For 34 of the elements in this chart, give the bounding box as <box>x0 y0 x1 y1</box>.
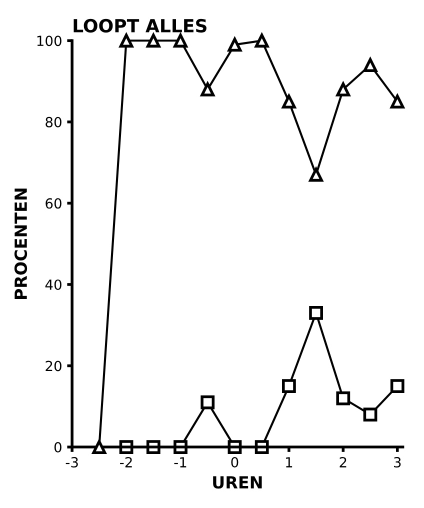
x-tick-label: 3 <box>394 457 401 468</box>
point <box>119 34 134 48</box>
point <box>200 395 215 410</box>
x-tick-label: 1 <box>286 457 292 468</box>
point <box>92 440 106 454</box>
point <box>174 34 188 48</box>
x-tick-label: -2 <box>120 457 132 468</box>
x-tick-label: 0 <box>231 457 238 468</box>
y-tick-label: 20 <box>46 360 62 372</box>
y-tick-label: 60 <box>46 198 62 209</box>
point <box>336 82 350 96</box>
y-tick-label: 40 <box>45 279 62 290</box>
point <box>282 379 296 394</box>
x-axis-title: UREN <box>213 476 262 489</box>
point <box>146 34 160 48</box>
point <box>363 408 378 422</box>
point <box>309 168 323 182</box>
point <box>390 94 404 109</box>
point <box>363 58 378 72</box>
y-tick-label: 80 <box>46 116 62 128</box>
point <box>228 38 242 52</box>
y-axis-title: PROCENTEN <box>14 188 28 300</box>
point <box>336 391 350 406</box>
x-tick-label: 2 <box>340 457 346 468</box>
y-tick-label: 0 <box>54 442 62 453</box>
point <box>390 379 404 394</box>
point <box>282 94 296 109</box>
y-tick-label: 100 <box>37 36 62 46</box>
point <box>254 34 269 48</box>
x-tick-label: -1 <box>174 457 186 468</box>
chart-title: LOOPT ALLES <box>74 18 206 33</box>
point <box>200 82 215 96</box>
point <box>309 306 323 320</box>
x-tick-label: -3 <box>66 457 78 468</box>
